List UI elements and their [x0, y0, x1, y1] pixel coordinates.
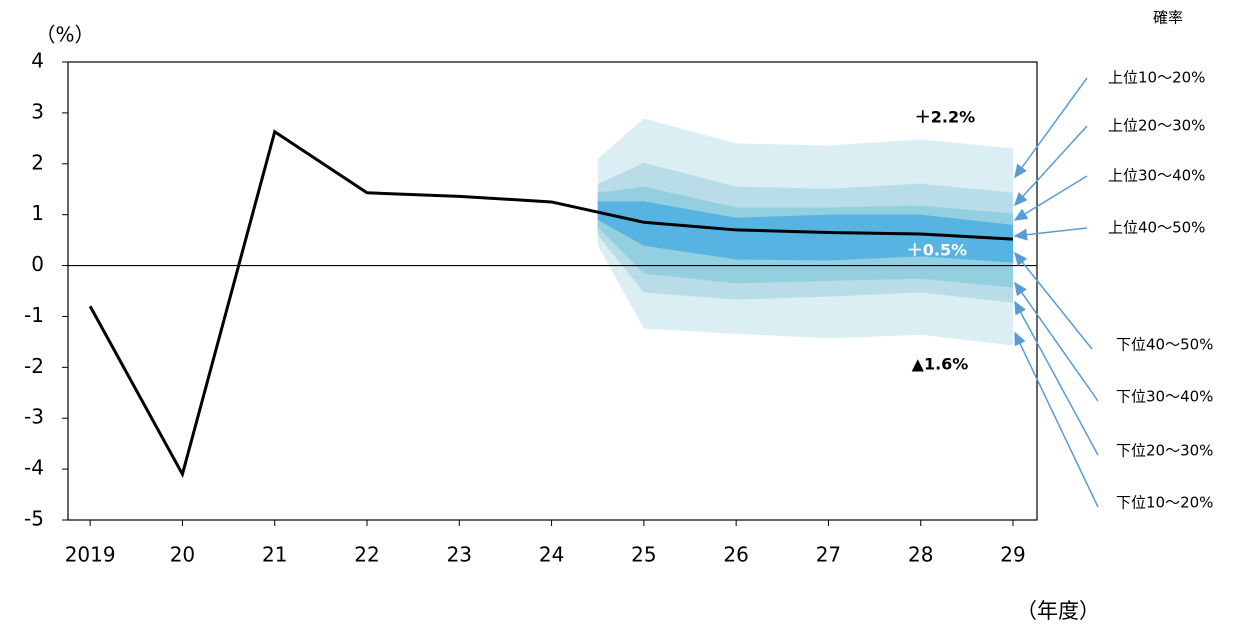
upper-label: 上位10～20% [1108, 69, 1205, 87]
arrow [1014, 251, 1093, 350]
y-tick-label: 3 [31, 99, 44, 123]
y-tick-label: 0 [31, 252, 44, 276]
annotation: ▲1.6% [912, 355, 969, 374]
x-tick-label: 21 [262, 543, 287, 567]
x-tick-label: 26 [723, 543, 748, 567]
main-line [88, 129, 1014, 479]
x-unit: （年度） [1016, 599, 1100, 623]
x-tick-label: 20 [170, 543, 195, 567]
legend-title: 確率 [1153, 9, 1183, 27]
arrow [1014, 77, 1088, 179]
y-unit: （%） [35, 23, 94, 47]
lower-label: 下位20～30% [1116, 442, 1213, 460]
y-tick-label: 4 [31, 49, 44, 73]
annotation: ＋0.5% [907, 241, 967, 260]
upper-label: 上位20～30% [1108, 117, 1205, 135]
upper-label: 上位30～40% [1108, 167, 1205, 185]
upper-label: 上位40～50% [1108, 219, 1205, 237]
y-tick-label: -4 [24, 456, 44, 480]
x-tick-label: 25 [631, 543, 656, 567]
y-tick-label: -1 [24, 303, 44, 327]
arrow [1013, 175, 1088, 221]
x-tick-label: 22 [354, 543, 379, 567]
lower-label: 下位10～20% [1116, 494, 1213, 512]
annotation: ＋2.2% [915, 108, 975, 127]
y-tick-label: -2 [24, 354, 44, 378]
arrow [1014, 300, 1099, 456]
arrow [1014, 331, 1099, 508]
lower-label: 下位30～40% [1116, 388, 1213, 406]
arrow [1013, 227, 1088, 241]
x-tick-label: 27 [816, 543, 841, 567]
y-tick-label: -3 [24, 405, 44, 429]
arrow [1014, 281, 1099, 402]
x-tick-label: 29 [1000, 543, 1025, 567]
x-tick-label: 24 [539, 543, 564, 567]
lower-label: 下位40～50% [1116, 336, 1213, 354]
x-tick-label: 2019 [65, 543, 116, 567]
arrow [1013, 125, 1088, 207]
x-tick-label: 28 [908, 543, 933, 567]
x-tick-label: 23 [447, 543, 472, 567]
y-tick-label: 1 [31, 201, 44, 225]
y-tick-label: -5 [24, 507, 44, 531]
plot-frame [67, 61, 1038, 521]
y-tick-label: 2 [31, 150, 44, 174]
